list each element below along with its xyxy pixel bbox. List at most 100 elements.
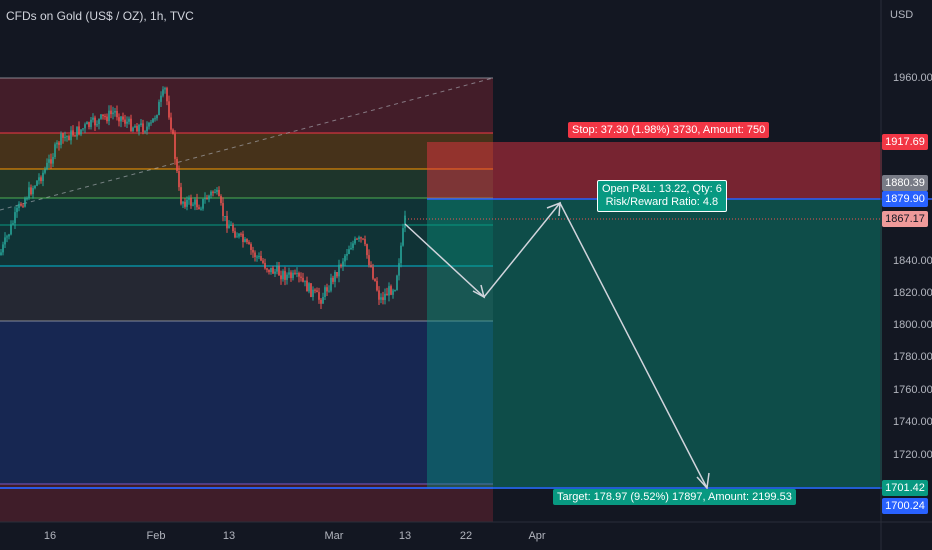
candle-body	[184, 201, 186, 207]
candle-body	[294, 272, 296, 274]
candle-body	[60, 133, 62, 145]
candle-body	[334, 271, 336, 282]
candle-body	[372, 267, 374, 279]
candle-body	[78, 126, 80, 135]
candle-body	[128, 118, 130, 122]
candle-body	[312, 289, 314, 297]
candle-body	[234, 231, 236, 238]
candle-body	[376, 281, 378, 291]
candle-body	[278, 266, 280, 276]
candle-body	[198, 207, 200, 210]
candle-body	[158, 101, 160, 116]
candle-body	[10, 224, 12, 235]
candle-body	[32, 188, 34, 195]
time-tick: Apr	[528, 530, 546, 542]
candle-body	[284, 271, 286, 280]
candle-body	[204, 198, 206, 200]
candle-body	[348, 249, 350, 255]
candle-body	[250, 244, 252, 250]
candle-body	[64, 136, 66, 138]
candle-body	[68, 136, 70, 141]
target-price-label: 1701.42	[882, 480, 928, 496]
candle-body	[164, 88, 166, 90]
zone-red-bottom	[0, 484, 493, 522]
candle-body	[102, 114, 104, 117]
candle-body	[232, 224, 234, 232]
projection-arrow[interactable]	[404, 201, 710, 490]
candle-body	[70, 130, 72, 141]
price-tick: 1800.00	[893, 319, 932, 331]
symbol-title: CFDs on Gold (US$ / OZ), 1h, TVC	[6, 9, 194, 23]
candle-body	[156, 115, 158, 119]
candle-body	[388, 286, 390, 296]
candle-body	[256, 256, 258, 258]
candle-body	[280, 275, 282, 280]
pnl-info-box: Open P&L: 13.22, Qty: 6 Risk/Reward Rati…	[597, 180, 727, 212]
last-price-label: 1867.17	[882, 211, 928, 227]
candle-body	[382, 297, 384, 301]
candle-body	[402, 228, 404, 246]
price-tick: 1820.00	[893, 287, 932, 299]
current-price-label: 1880.39	[882, 175, 928, 191]
time-tick: Feb	[146, 530, 166, 542]
candle-body	[292, 272, 294, 279]
time-tick: 22	[459, 530, 473, 542]
target-zone[interactable]	[427, 199, 882, 489]
candle-body	[338, 264, 340, 277]
price-tick: 1720.00	[893, 449, 932, 461]
candle-body	[310, 283, 312, 297]
candle-body	[206, 198, 208, 200]
candle-body	[262, 260, 264, 263]
candle-body	[306, 280, 308, 292]
candle-body	[342, 261, 344, 267]
candle-body	[390, 286, 392, 295]
candle-body	[380, 297, 382, 300]
candle-body	[92, 117, 94, 120]
candle-body	[356, 238, 358, 240]
candle-body	[392, 290, 394, 295]
candle-body	[318, 292, 320, 300]
candle-body	[188, 197, 190, 200]
candle-body	[302, 277, 304, 282]
candle-body	[80, 129, 82, 135]
candle-body	[14, 212, 16, 224]
candle-body	[266, 268, 268, 270]
trend-line[interactable]	[0, 77, 494, 211]
candle-body	[304, 280, 306, 282]
entry-price-label: 1879.90	[882, 191, 928, 207]
candle-body	[328, 290, 330, 292]
candle-body	[40, 177, 42, 182]
candle-body	[136, 126, 138, 132]
candle-body	[48, 159, 50, 163]
stop-price-label: 1917.69	[882, 134, 928, 150]
candle-body	[82, 128, 84, 130]
zone-green	[0, 169, 493, 198]
candle-body	[182, 201, 184, 204]
candle-body	[248, 242, 250, 245]
candle-body	[44, 169, 46, 173]
price-tick: 1960.00	[893, 72, 932, 84]
candle-body	[252, 249, 254, 253]
candle-body	[212, 191, 214, 193]
candle-body	[4, 237, 6, 245]
pnl-line-1: Open P&L: 13.22, Qty: 6	[602, 183, 722, 195]
candle-body	[242, 233, 244, 242]
candle-body	[98, 118, 100, 125]
candle-body	[166, 88, 168, 102]
candle-body	[130, 118, 132, 132]
candle-body	[326, 287, 328, 292]
candle-body	[288, 272, 290, 275]
candle-body	[358, 237, 360, 239]
candle-body	[120, 116, 122, 122]
candle-body	[100, 114, 102, 119]
candle-body	[202, 198, 204, 209]
candle-body	[62, 133, 64, 138]
candle-body	[368, 255, 370, 266]
time-tick: Mar	[324, 530, 344, 542]
candle-body	[152, 118, 154, 123]
candle-body	[142, 123, 144, 132]
candle-body	[94, 117, 96, 126]
candle-body	[20, 203, 22, 206]
candle-body	[350, 248, 352, 250]
